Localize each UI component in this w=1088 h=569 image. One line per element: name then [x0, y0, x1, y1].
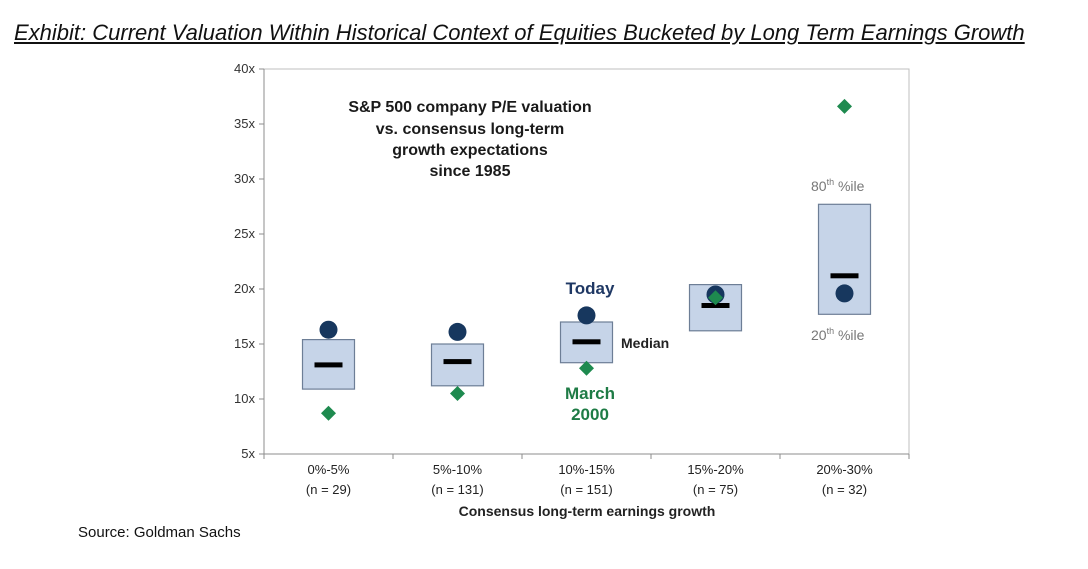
march2000-markers: [321, 98, 852, 421]
80th-percentile-annotation: 80th %ile: [811, 177, 865, 194]
category-label: 5%-10%: [433, 462, 483, 477]
today-markers: [319, 284, 854, 341]
median-bar: [830, 273, 859, 279]
median-bars: [314, 273, 859, 368]
category-count-label: (n = 131): [431, 482, 483, 497]
category-label: 20%-30%: [816, 462, 873, 477]
median-annotation: Median: [621, 335, 669, 351]
y-axis-ticks: 5x 10x 15x 20x 25x 30x 35x 40x: [234, 61, 264, 461]
80th-sup: th: [827, 177, 835, 187]
20th-sup: th: [827, 326, 835, 336]
category-count-label: (n = 75): [693, 482, 738, 497]
y-tick-label: 20x: [234, 281, 255, 296]
exhibit-title: Exhibit: Current Valuation Within Histor…: [14, 20, 1025, 45]
20th-percentile-annotation: 20th %ile: [811, 326, 865, 343]
march2000-marker: [450, 386, 465, 401]
y-tick-label: 5x: [241, 446, 255, 461]
category-label: 15%-20%: [687, 462, 744, 477]
source-note: Source: Goldman Sachs: [78, 524, 241, 541]
march2000-marker: [321, 405, 336, 421]
chart-title-line-2: vs. consensus long-term: [376, 121, 565, 138]
y-tick-label: 40x: [234, 61, 255, 76]
y-tick-label: 10x: [234, 391, 255, 406]
20th-rest: %ile: [834, 327, 865, 343]
median-bar: [314, 362, 343, 368]
today-marker: [319, 320, 338, 339]
chart-title-line-1: S&P 500 company P/E valuation: [348, 99, 591, 116]
chart-title-line-3: growth expectations: [392, 142, 548, 159]
today-marker: [577, 306, 596, 325]
chart-title-line-4: since 1985: [430, 163, 511, 180]
percentile-range-box: [430, 343, 485, 387]
median-bar: [572, 339, 601, 345]
category-count-label: (n = 32): [822, 482, 867, 497]
80th-base: 80: [811, 178, 827, 194]
y-tick-label: 35x: [234, 116, 255, 131]
today-marker: [448, 322, 467, 341]
category-label: 0%-5%: [308, 462, 350, 477]
80th-rest: %ile: [834, 178, 865, 194]
x-axis-title: Consensus long-term earnings growth: [459, 503, 716, 519]
today-marker: [835, 284, 854, 303]
category-label: 10%-15%: [558, 462, 615, 477]
today-annotation: Today: [566, 279, 615, 298]
20th-base: 20: [811, 327, 827, 343]
y-tick-label: 15x: [234, 336, 255, 351]
march2000-marker: [708, 290, 723, 306]
category-count-label: (n = 29): [306, 482, 351, 497]
category-count-label: (n = 151): [560, 482, 612, 497]
y-tick-label: 25x: [234, 226, 255, 241]
y-tick-label: 30x: [234, 171, 255, 186]
median-bar: [443, 359, 472, 365]
march2000-marker: [837, 98, 852, 114]
march-2000-annotation-line-1: March: [565, 384, 615, 403]
x-axis-categories: 0%-5% (n = 29) 5%-10% (n = 131) 10%-15% (n = …: [263, 454, 910, 497]
median-bar: [701, 303, 730, 308]
march2000-marker: [579, 360, 594, 376]
march-2000-annotation-line-2: 2000: [571, 405, 609, 424]
